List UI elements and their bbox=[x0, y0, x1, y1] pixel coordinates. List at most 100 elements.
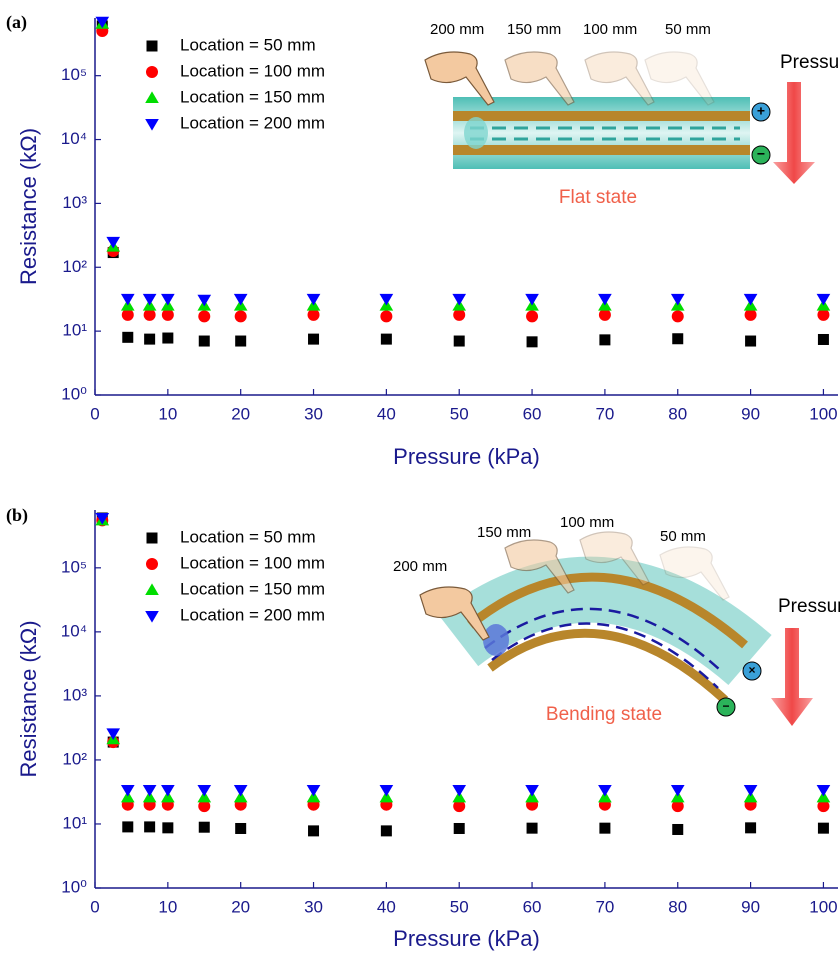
marker bbox=[671, 310, 684, 323]
annotation: 150 mm bbox=[477, 524, 531, 541]
marker bbox=[817, 800, 830, 813]
y-axis-title: Resistance (kΩ) bbox=[16, 128, 41, 285]
marker bbox=[670, 784, 685, 797]
y-tick-label: 10⁴ bbox=[61, 129, 87, 148]
marker bbox=[307, 308, 320, 321]
marker bbox=[144, 333, 156, 345]
marker bbox=[161, 784, 175, 797]
marker bbox=[452, 784, 467, 797]
x-tick-label: 50 bbox=[450, 897, 469, 916]
legend-marker bbox=[146, 66, 158, 78]
y-tick-label: 10⁰ bbox=[61, 384, 87, 403]
marker bbox=[162, 332, 174, 344]
marker bbox=[744, 308, 757, 321]
annotation: 100 mm bbox=[583, 21, 637, 38]
marker bbox=[380, 825, 392, 837]
annotation: Flat state bbox=[559, 187, 637, 208]
marker bbox=[198, 310, 211, 323]
marker bbox=[526, 822, 538, 834]
marker bbox=[743, 293, 758, 306]
legend-label: Location = 150 mm bbox=[180, 579, 325, 598]
x-tick-label: 80 bbox=[668, 404, 687, 423]
marker bbox=[142, 790, 157, 803]
marker bbox=[817, 308, 830, 321]
annotation: 100 mm bbox=[560, 514, 614, 531]
marker bbox=[308, 333, 320, 345]
marker bbox=[672, 333, 684, 345]
legend-marker bbox=[146, 532, 158, 544]
marker bbox=[233, 293, 248, 306]
marker bbox=[198, 335, 210, 347]
x-tick-label: 40 bbox=[377, 404, 396, 423]
y-tick-label: 10² bbox=[62, 257, 87, 276]
panel-label: (b) bbox=[6, 505, 28, 526]
marker bbox=[453, 335, 465, 347]
marker bbox=[106, 236, 121, 249]
marker bbox=[525, 293, 539, 306]
legend-label: Location = 100 mm bbox=[180, 61, 325, 80]
marker bbox=[525, 784, 539, 797]
marker bbox=[453, 308, 466, 321]
marker bbox=[598, 293, 612, 306]
marker bbox=[453, 800, 466, 813]
marker bbox=[308, 825, 320, 837]
marker bbox=[743, 784, 758, 797]
legend-label: Location = 50 mm bbox=[180, 35, 316, 54]
svg-text:−: − bbox=[757, 146, 765, 162]
annotation: 200 mm bbox=[430, 21, 484, 38]
x-tick-label: 90 bbox=[741, 897, 760, 916]
x-tick-label: 30 bbox=[304, 404, 323, 423]
x-tick-label: 50 bbox=[450, 404, 469, 423]
marker bbox=[745, 335, 757, 347]
marker bbox=[122, 331, 134, 343]
marker bbox=[95, 16, 110, 29]
marker bbox=[162, 822, 174, 834]
marker bbox=[120, 293, 135, 306]
x-tick-label: 10 bbox=[158, 897, 177, 916]
legend-label: Location = 100 mm bbox=[180, 553, 325, 572]
marker bbox=[671, 800, 684, 813]
marker bbox=[526, 310, 539, 323]
svg-text:×: × bbox=[748, 663, 755, 677]
marker bbox=[197, 790, 212, 803]
marker bbox=[142, 293, 157, 306]
legend-marker bbox=[145, 91, 159, 103]
marker bbox=[670, 790, 685, 803]
marker bbox=[161, 293, 175, 306]
legend-marker bbox=[145, 119, 159, 131]
y-axis-title: Resistance (kΩ) bbox=[16, 620, 41, 777]
marker bbox=[122, 821, 134, 833]
y-tick-label: 10⁰ bbox=[61, 877, 87, 896]
marker bbox=[120, 790, 135, 803]
marker bbox=[598, 784, 612, 797]
legend-marker bbox=[145, 583, 159, 595]
legend-label: Location = 200 mm bbox=[180, 605, 325, 624]
marker bbox=[197, 784, 212, 797]
marker bbox=[672, 823, 684, 835]
marker bbox=[526, 336, 538, 348]
marker bbox=[599, 822, 611, 834]
y-tick-label: 10² bbox=[62, 749, 87, 768]
marker bbox=[161, 308, 174, 321]
x-tick-label: 100 bbox=[809, 897, 837, 916]
marker bbox=[380, 333, 392, 345]
x-tick-label: 20 bbox=[231, 897, 250, 916]
marker bbox=[197, 294, 212, 307]
marker bbox=[95, 513, 110, 525]
annotation: 200 mm bbox=[393, 558, 447, 575]
marker bbox=[743, 790, 758, 803]
annotation: Bending state bbox=[546, 704, 662, 725]
y-tick-label: 10⁴ bbox=[61, 621, 87, 640]
panel-label: (a) bbox=[6, 12, 27, 33]
marker bbox=[379, 293, 394, 306]
marker bbox=[161, 790, 175, 803]
x-tick-label: 60 bbox=[523, 404, 542, 423]
x-tick-label: 100 bbox=[809, 404, 837, 423]
y-tick-label: 10⁵ bbox=[61, 557, 87, 576]
x-tick-label: 0 bbox=[90, 897, 99, 916]
legend-marker bbox=[146, 558, 158, 570]
x-tick-label: 90 bbox=[741, 404, 760, 423]
legend-label: Location = 200 mm bbox=[180, 113, 325, 132]
marker bbox=[235, 822, 247, 834]
